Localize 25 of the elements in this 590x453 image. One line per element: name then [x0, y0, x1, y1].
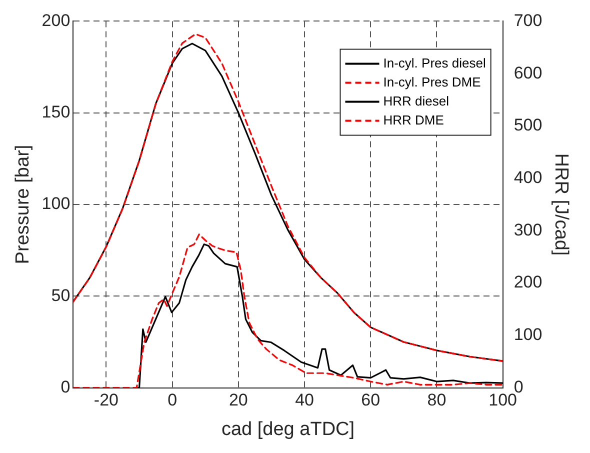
y2-tick-label: 200	[514, 272, 542, 292]
y-axis-title: Pressure [bar]	[12, 144, 34, 264]
y-tick-label: 150	[42, 102, 70, 122]
x-tick-label: 80	[427, 390, 446, 410]
y2-tick-label: 700	[514, 10, 542, 30]
x-tick-label: 0	[168, 390, 178, 410]
y-tick-label: 50	[51, 286, 70, 305]
x-tick-label: 60	[361, 390, 380, 410]
legend-label: In-cyl. Pres DME	[383, 74, 482, 90]
y2-axis-title: HRR [J/cad]	[550, 153, 572, 256]
x-tick-label: -20	[94, 390, 119, 410]
legend-label: HRR DME	[383, 112, 444, 128]
y-tick-label: 200	[42, 10, 70, 30]
y2-tick-label: 600	[514, 63, 542, 82]
y2-tick-label: 300	[514, 220, 542, 240]
legend-label: In-cyl. Pres diesel	[383, 55, 486, 70]
y2-tick-label: 500	[514, 116, 542, 135]
y2-tick-label: 100	[514, 325, 542, 344]
y-tick-label: 0	[60, 377, 70, 396]
x-tick-label: 40	[295, 390, 314, 410]
y2-tick-label: 400	[514, 168, 542, 187]
legend-label: HRR diesel	[383, 93, 450, 108]
y-tick-label: 100	[42, 194, 70, 214]
x-tick-label: 20	[228, 390, 248, 410]
x-axis-title: cad [deg aTDC]	[221, 418, 355, 440]
